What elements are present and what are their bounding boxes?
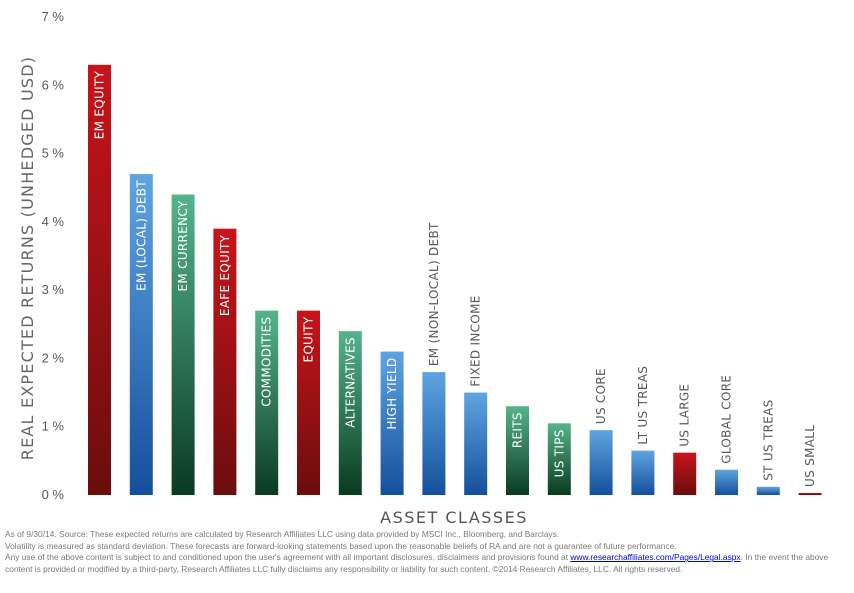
bar-label: US TIPS xyxy=(552,429,566,477)
bar-label: COMMODITIES xyxy=(260,317,274,407)
bar-label: ALTERNATIVES xyxy=(343,337,357,428)
y-axis-title: REAL EXPECTED RETURNS (UNHEDGED USD) xyxy=(18,56,37,460)
bar-label: EAFE EQUITY xyxy=(218,234,232,316)
bar xyxy=(297,310,320,495)
bar xyxy=(547,423,571,495)
bar-labels: EM EQUITY EM (LOCAL) DEBT EM CURRENCY EAFE … xyxy=(93,70,818,487)
bar xyxy=(464,392,488,495)
footnote-text-end: . In the event the above content is prov… xyxy=(5,552,829,574)
y-tick-label: 7 % xyxy=(42,9,65,24)
bar-label: US CORE xyxy=(594,368,608,424)
bar-label: US LARGE xyxy=(678,384,692,447)
bar xyxy=(422,372,446,495)
y-tick-label: 1 % xyxy=(42,419,65,434)
bar xyxy=(88,64,111,496)
bar-label: EM (LOCAL) DEBT xyxy=(134,180,148,291)
bar xyxy=(129,174,153,496)
y-tick-label: 6 % xyxy=(42,77,65,92)
bar xyxy=(506,406,529,495)
bars xyxy=(88,64,822,496)
bar-label: REITS xyxy=(511,412,525,448)
footnote-line-2: Volatility is measured as standard devia… xyxy=(5,540,677,551)
footnote-text: Any use of the above content is subject … xyxy=(5,552,571,563)
bar xyxy=(715,469,738,495)
bar xyxy=(589,430,613,495)
footnote: As of 9/30/14. Source: These expected re… xyxy=(5,529,851,575)
footnote-line-1: As of 9/30/14. Source: These expected re… xyxy=(5,529,560,539)
bar-label: GLOBAL CORE xyxy=(720,375,734,464)
bar-label: US SMALL xyxy=(803,425,817,487)
footnote-line-3: Any use of the above content is subject … xyxy=(5,552,851,575)
bar-label: EM CURRENCY xyxy=(176,200,190,291)
bar-chart: 0 % 1 % 2 % 3 % 4 % 5 % 6 % 7 % REAL EXPECTED R… xyxy=(18,9,822,527)
bar-label: EM EQUITY xyxy=(93,70,107,139)
bar-label: EM (NON-LOCAL) DEBT xyxy=(427,222,441,366)
x-axis-title: ASSET CLASSES xyxy=(380,508,528,527)
bar-label: ST US TREAS xyxy=(761,399,775,480)
bar xyxy=(213,228,237,495)
y-tick-label: 0 % xyxy=(42,487,65,502)
bar xyxy=(756,486,780,495)
bar xyxy=(798,492,822,495)
bar-label: LT US TREAS xyxy=(636,366,650,445)
bar xyxy=(338,331,362,495)
y-tick-label: 5 % xyxy=(42,146,65,161)
y-tick-label: 2 % xyxy=(42,350,65,365)
bar-label: FIXED INCOME xyxy=(469,295,483,386)
bar xyxy=(673,452,697,495)
y-axis-ticks: 0 % 1 % 2 % 3 % 4 % 5 % 6 % 7 % xyxy=(42,9,65,502)
bar xyxy=(631,450,655,495)
bar xyxy=(171,194,195,496)
legal-link[interactable]: www.researchaffiliates.com/Pages/Legal.a… xyxy=(570,552,741,563)
bar xyxy=(380,351,404,495)
bar xyxy=(255,310,279,495)
y-tick-label: 3 % xyxy=(42,282,65,297)
bar-label: EQUITY xyxy=(302,316,316,362)
y-tick-label: 4 % xyxy=(42,214,65,229)
bar-label: HIGH YIELD xyxy=(385,358,399,430)
